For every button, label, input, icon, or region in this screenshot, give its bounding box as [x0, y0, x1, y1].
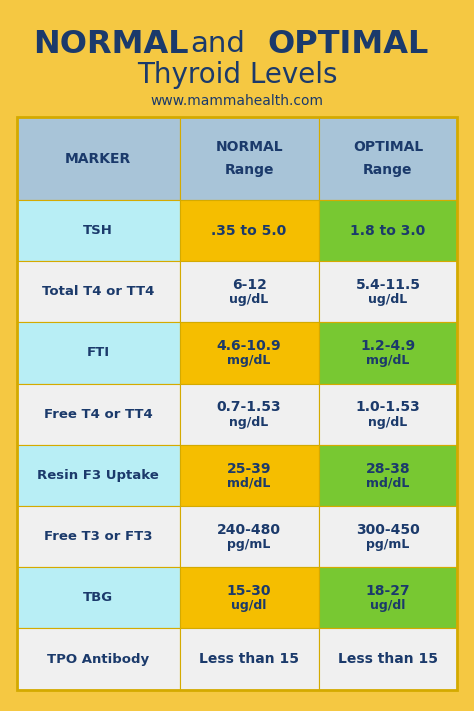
Text: 6-12: 6-12 [232, 278, 266, 292]
Text: md/dL: md/dL [228, 477, 271, 490]
Text: md/dL: md/dL [366, 477, 410, 490]
Text: pg/mL: pg/mL [228, 538, 271, 551]
Text: TSH: TSH [83, 224, 113, 237]
Text: 25-39: 25-39 [227, 461, 272, 476]
Text: Range: Range [363, 164, 413, 177]
Text: ug/dL: ug/dL [368, 293, 408, 306]
Text: 18-27: 18-27 [365, 584, 410, 598]
Text: Resin F3 Uptake: Resin F3 Uptake [37, 469, 159, 482]
Text: TBG: TBG [83, 592, 113, 604]
Text: 1.0-1.53: 1.0-1.53 [356, 400, 420, 415]
Text: Total T4 or TT4: Total T4 or TT4 [42, 285, 155, 299]
Text: OPTIMAL: OPTIMAL [353, 140, 423, 154]
Text: 240-480: 240-480 [217, 523, 281, 537]
Text: ng/dL: ng/dL [368, 416, 408, 429]
Text: ug/dL: ug/dL [229, 293, 269, 306]
Text: 5.4-11.5: 5.4-11.5 [356, 278, 420, 292]
Text: 28-38: 28-38 [365, 461, 410, 476]
Text: 1.8 to 3.0: 1.8 to 3.0 [350, 223, 426, 237]
Text: NORMAL: NORMAL [215, 140, 283, 154]
Text: TPO Antibody: TPO Antibody [47, 653, 149, 665]
Text: mg/dL: mg/dL [366, 355, 410, 368]
Text: Free T3 or FT3: Free T3 or FT3 [44, 530, 153, 543]
Text: mg/dL: mg/dL [228, 355, 271, 368]
Text: Less than 15: Less than 15 [338, 652, 438, 666]
Text: FTI: FTI [87, 346, 109, 360]
Text: MARKER: MARKER [65, 151, 131, 166]
Text: 15-30: 15-30 [227, 584, 272, 598]
Text: .35 to 5.0: .35 to 5.0 [211, 223, 287, 237]
Text: ug/dl: ug/dl [231, 599, 267, 612]
Text: ng/dL: ng/dL [229, 416, 269, 429]
Text: and: and [191, 30, 246, 58]
Text: www.mammahealth.com: www.mammahealth.com [151, 94, 323, 108]
Text: 4.6-10.9: 4.6-10.9 [217, 339, 282, 353]
Text: 300-450: 300-450 [356, 523, 420, 537]
Text: Thyroid Levels: Thyroid Levels [137, 60, 337, 89]
Text: Less than 15: Less than 15 [199, 652, 299, 666]
Text: 0.7-1.53: 0.7-1.53 [217, 400, 282, 415]
Text: Range: Range [224, 164, 274, 177]
Text: 1.2-4.9: 1.2-4.9 [360, 339, 416, 353]
Text: pg/mL: pg/mL [366, 538, 410, 551]
Text: Free T4 or TT4: Free T4 or TT4 [44, 407, 153, 421]
Text: NORMAL: NORMAL [33, 28, 189, 60]
Text: OPTIMAL: OPTIMAL [268, 28, 429, 60]
Text: ug/dl: ug/dl [370, 599, 406, 612]
